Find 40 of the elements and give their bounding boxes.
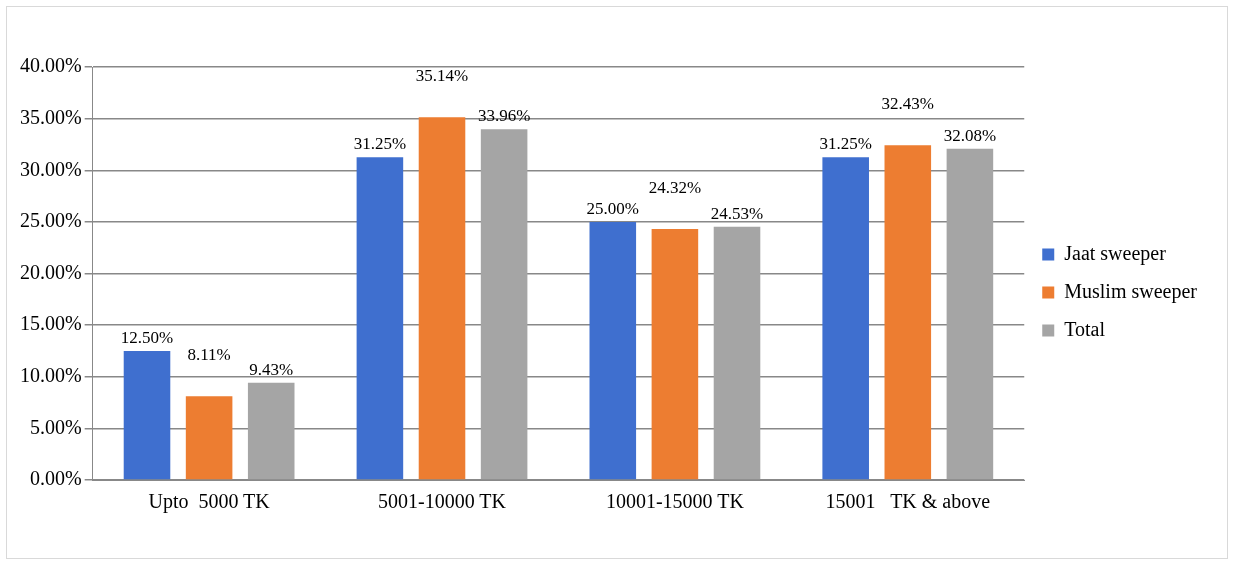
y-tick-label: 5.00% [29,415,82,438]
data-label: 32.08% [943,125,997,145]
bar [651,228,699,480]
x-tick-label: Upto 5000 TK [148,490,271,514]
data-label: 32.43% [881,94,935,114]
data-label: 31.25% [353,134,407,154]
data-label: 12.50% [120,327,174,347]
data-label: 25.00% [586,198,640,218]
y-tick-label: 30.00% [19,157,82,180]
data-label: 31.25% [819,134,872,154]
y-tick-label: 15.00% [19,312,82,335]
y-tick-label: 0.00% [29,467,82,490]
x-tick-label: 15001 TK & above [825,490,991,513]
data-label: 9.43% [249,359,294,379]
data-label: 33.96% [477,106,531,126]
bar [480,129,528,480]
y-tick-label: 35.00% [19,105,82,128]
bar [418,117,466,480]
bar [123,350,171,480]
bar [946,148,994,480]
legend-label: Muslim sweeper [1064,279,1198,303]
data-label: 8.11% [187,345,231,365]
bar [356,157,404,480]
legend-label: Total [1064,317,1106,340]
y-tick-label: 25.00% [19,209,82,232]
bar [884,145,932,480]
bar [247,382,295,480]
legend-label: Jaat sweeper [1064,241,1167,265]
bar [822,157,869,480]
x-tick-label: 5001-10000 TK [378,490,507,513]
y-tick-label: 20.00% [19,260,82,283]
y-tick-label: 40.00% [19,54,82,77]
data-label: 24.53% [710,203,764,223]
x-tick-label: 10001-15000 TK [605,490,745,513]
bar [713,226,761,480]
y-tick-label: 10.00% [19,364,82,386]
data-label: 35.14% [415,66,469,86]
data-label: 24.32% [648,177,702,197]
bar [589,221,637,480]
bar [185,396,233,480]
